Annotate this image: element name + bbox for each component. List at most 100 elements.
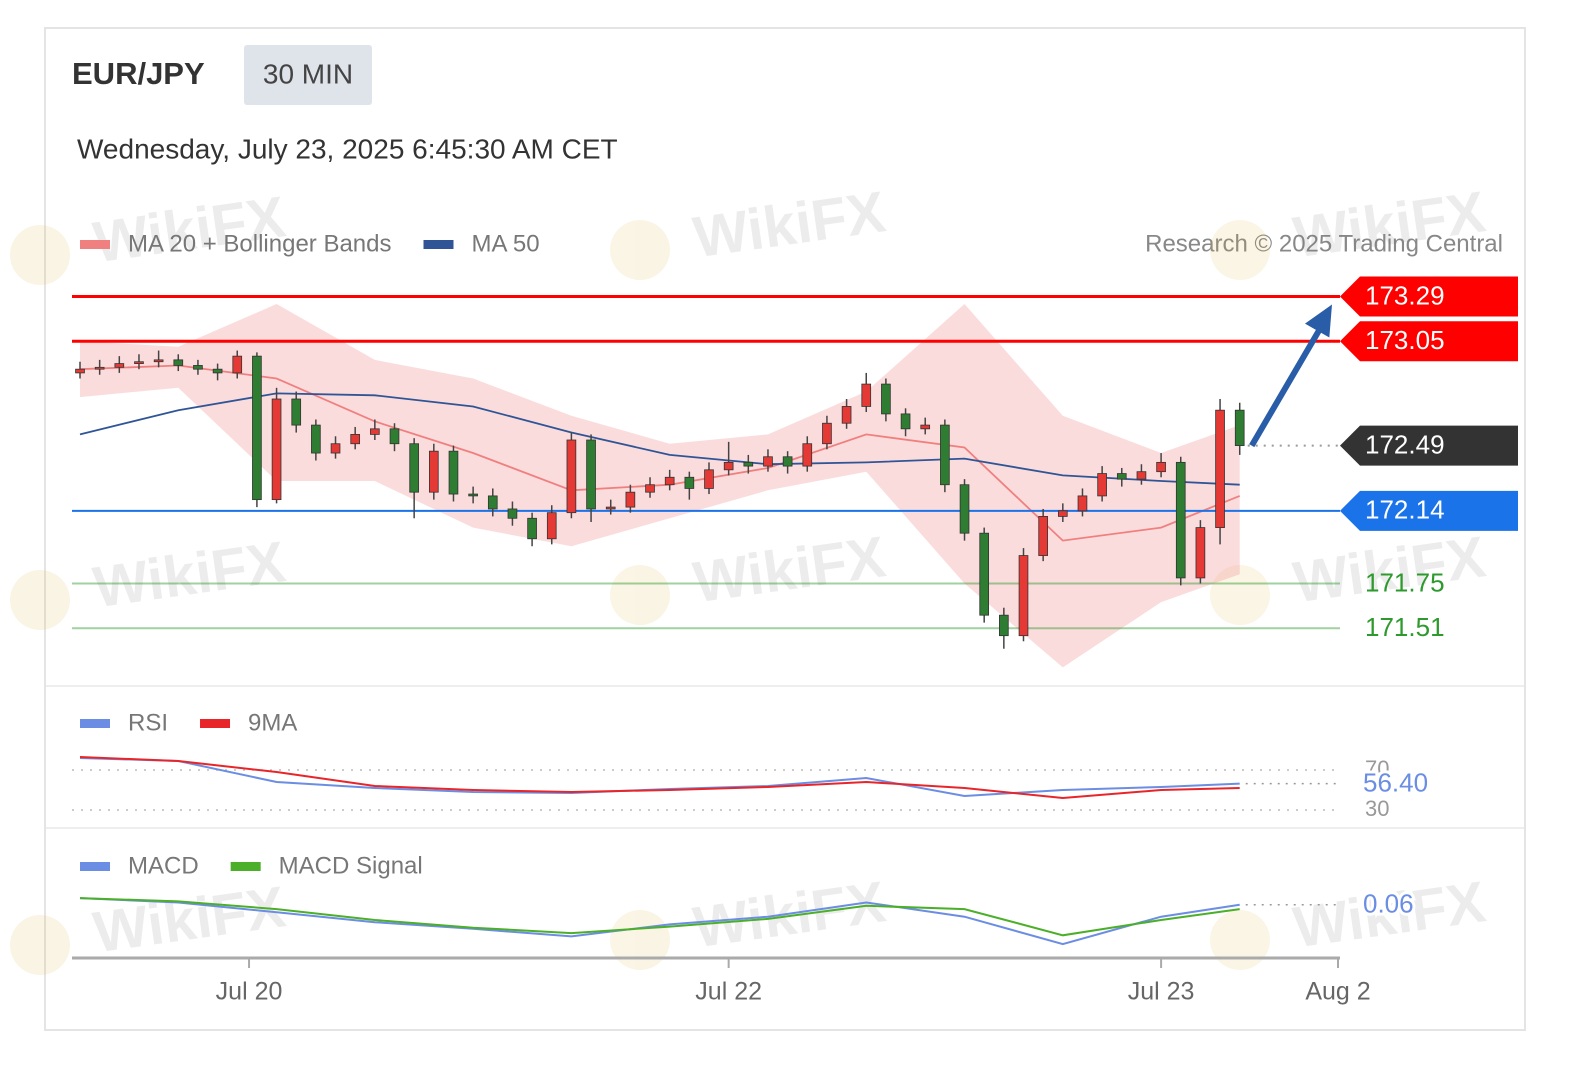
candle-body <box>940 424 950 486</box>
legend-label: MACD Signal <box>279 852 423 879</box>
candle-body <box>782 456 793 467</box>
candle-body <box>704 469 714 489</box>
x-tick-label: Aug 2 <box>1305 978 1370 1006</box>
watermark-logo <box>1210 565 1270 625</box>
level-label: 173.29 <box>1365 280 1445 310</box>
legend-swatch <box>80 719 110 728</box>
timestamp: Wednesday, July 23, 2025 6:45:30 AM CET <box>77 133 618 164</box>
candle-body <box>802 443 813 467</box>
candle-body <box>330 443 341 454</box>
candle-body <box>566 439 577 514</box>
candle-body <box>153 359 164 363</box>
candle-body <box>881 383 891 415</box>
candle-body <box>546 512 557 540</box>
candle-body <box>350 434 361 445</box>
x-tick-label: Jul 20 <box>216 978 283 1006</box>
candle-body <box>448 450 459 495</box>
candle-body <box>723 461 734 471</box>
legend-label: MA 20 + Bollinger Bands <box>128 230 392 257</box>
candle-body <box>173 359 184 366</box>
level-label: 172.14 <box>1365 495 1445 525</box>
candle-body <box>1057 510 1068 517</box>
level-tag <box>1340 276 1518 317</box>
candle-body <box>134 361 144 364</box>
watermark-logo <box>1210 220 1270 280</box>
y-tick-label: 30 <box>1365 796 1389 821</box>
level-label: 171.51 <box>1365 612 1445 642</box>
candle-body <box>1097 473 1107 497</box>
candle-body <box>684 476 695 489</box>
candle-body <box>527 517 537 540</box>
candle-body <box>94 366 105 370</box>
candle-body <box>1175 461 1186 579</box>
candle-body <box>271 398 282 501</box>
candle-body <box>1077 495 1088 512</box>
candle-body <box>468 493 478 497</box>
candle-body <box>311 424 321 454</box>
watermark-logo <box>610 910 670 970</box>
candle-body <box>232 355 243 374</box>
series-line <box>79 897 1240 946</box>
legend-swatch <box>80 862 110 871</box>
candle-body <box>645 484 655 493</box>
candle-body <box>1018 555 1029 637</box>
candle-body <box>193 365 203 370</box>
candle-body <box>1038 516 1048 556</box>
candle-body <box>625 491 636 508</box>
candle-body <box>1195 527 1206 579</box>
x-tick-label: Jul 23 <box>1128 978 1195 1006</box>
candle-body <box>999 614 1009 637</box>
candle-body <box>389 428 400 445</box>
series-line <box>79 756 1240 800</box>
candle-body <box>822 422 832 445</box>
candle-body <box>979 532 990 616</box>
candle-body <box>1116 473 1127 480</box>
legend-label: MACD <box>128 852 199 879</box>
candle-body <box>487 495 498 510</box>
candle-body <box>841 406 852 424</box>
legend-label: 9MA <box>248 709 297 736</box>
level-label: 173.05 <box>1365 325 1445 355</box>
forecast-arrowhead <box>1304 304 1332 338</box>
candle-body <box>252 355 262 501</box>
interval-badge[interactable] <box>244 45 372 105</box>
card <box>44 27 1526 1031</box>
watermark-logo <box>10 570 70 630</box>
candle-body <box>75 368 85 374</box>
forecast-arrow <box>1249 316 1329 448</box>
candle-body <box>409 443 419 493</box>
y-tick-label: 70 <box>1365 756 1389 781</box>
last-value-label: 56.40 <box>1363 767 1428 797</box>
candle-body <box>428 450 439 493</box>
legend-label: MA 50 <box>472 230 540 257</box>
level-label: 171.75 <box>1365 567 1445 597</box>
candle-body <box>507 508 518 519</box>
candle-body <box>1215 409 1225 528</box>
candle-body <box>1156 461 1166 473</box>
candle-body <box>920 424 931 430</box>
x-tick-label: Jul 22 <box>695 978 762 1006</box>
legend-swatch <box>80 240 110 249</box>
watermark-logo <box>610 565 670 625</box>
interval[interactable]: 30 MIN <box>263 58 353 89</box>
level-label: 172.49 <box>1365 429 1445 459</box>
candle-body <box>605 506 616 510</box>
candle-body <box>900 413 911 430</box>
watermark-logo <box>10 225 70 285</box>
candle-body <box>1234 409 1245 446</box>
candle-body <box>114 363 125 368</box>
watermark-logo <box>610 220 670 280</box>
candle-body <box>212 368 223 374</box>
candle-body <box>959 484 970 534</box>
candle-body <box>664 476 675 486</box>
legend-swatch <box>230 862 261 871</box>
symbol: EUR/JPY <box>72 56 205 91</box>
level-tag <box>1340 321 1518 362</box>
candle-body <box>291 398 302 426</box>
credit: Research © 2025 Trading Central <box>1145 230 1503 257</box>
watermark-logo <box>10 915 70 975</box>
legend-swatch <box>423 240 454 249</box>
candle-body <box>763 456 773 467</box>
